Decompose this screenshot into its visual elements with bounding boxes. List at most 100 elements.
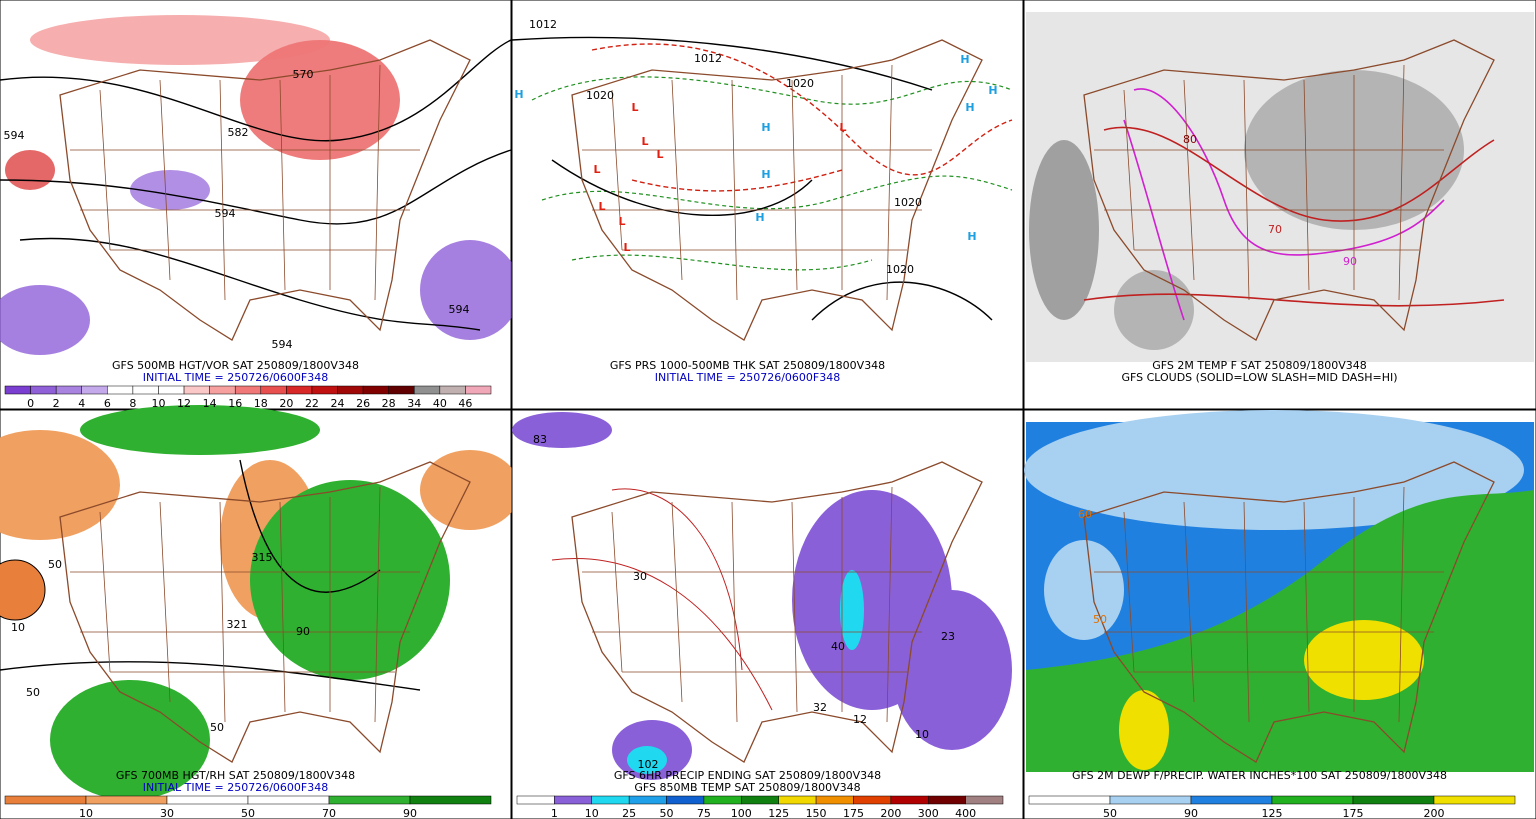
caption: GFS 700MB HGT/RH SAT 250809/1800V348 — [116, 769, 355, 782]
map-label: 1012 — [694, 52, 722, 65]
moist-area — [250, 480, 450, 680]
colorbar-swatch — [516, 795, 555, 805]
colorbar-label: 75 — [697, 807, 711, 819]
water-area — [1119, 690, 1169, 770]
colorbar-swatch — [166, 795, 249, 805]
colorbar-label: 4 — [78, 397, 85, 410]
water-area — [1044, 540, 1124, 640]
colorbar-label: 125 — [768, 807, 789, 819]
moist-area — [80, 405, 320, 455]
caption: GFS 850MB TEMP SAT 250809/1800V348 — [634, 781, 860, 794]
colorbar-swatch — [890, 795, 929, 805]
colorbar-swatch — [591, 795, 630, 805]
map-label: 594 — [272, 338, 293, 351]
colorbar-swatch — [30, 385, 57, 395]
panel-temperature — [1023, 0, 1536, 410]
vorticity-area — [0, 285, 90, 355]
map-label: 50 — [26, 686, 40, 699]
colorbar-swatch — [853, 795, 892, 805]
colorbar-swatch — [362, 385, 389, 395]
colorbar-label: 24 — [331, 397, 345, 410]
colorbar-label: 8 — [129, 397, 136, 410]
colorbar-swatch — [741, 795, 779, 805]
colorbar-swatch — [388, 385, 415, 395]
colorbar-label: 300 — [918, 807, 939, 819]
panel-humidity — [0, 405, 520, 819]
vorticity-area — [130, 170, 210, 210]
colorbar-label: 50 — [241, 807, 255, 819]
colorbar-swatch — [158, 385, 185, 395]
dry-area — [0, 559, 46, 621]
colorbar-swatch — [328, 795, 411, 805]
map-label: L — [618, 215, 625, 228]
map-label: 40 — [831, 640, 845, 653]
colorbar-swatch — [209, 385, 236, 395]
panel-frame — [511, 0, 1024, 410]
colorbar-swatch — [965, 795, 1004, 805]
precip-area — [840, 570, 864, 650]
map-label: 594 — [4, 129, 25, 142]
map-label: H — [967, 230, 976, 243]
colorbar-label: 20 — [279, 397, 293, 410]
map-label: 90 — [296, 625, 310, 638]
colorbar-label: 14 — [203, 397, 217, 410]
map-label: H — [960, 53, 969, 66]
map-label: L — [641, 135, 648, 148]
colorbar-label: 6 — [104, 397, 111, 410]
map-label: 1020 — [786, 77, 814, 90]
colorbar-label: 90 — [1184, 807, 1198, 819]
map-label: L — [656, 148, 663, 161]
colorbar-label: 100 — [731, 807, 752, 819]
colorbar-label: 25 — [622, 807, 636, 819]
map-label: L — [839, 121, 846, 134]
colorbar-label: 200 — [1424, 807, 1445, 819]
colorbar-swatch — [1190, 795, 1273, 805]
map-label: 570 — [293, 68, 314, 81]
colorbar-label: 10 — [585, 807, 599, 819]
map-label: 10 — [11, 621, 25, 634]
colorbar-swatch — [1028, 795, 1111, 805]
caption: GFS 6HR PRECIP ENDING SAT 250809/1800V34… — [614, 769, 881, 782]
map-label: 23 — [941, 630, 955, 643]
caption: GFS CLOUDS (SOLID=LOW SLASH=MID DASH=HI) — [1121, 371, 1397, 384]
map-label: H — [514, 88, 523, 101]
colorbar-swatch — [409, 795, 492, 805]
colorbar-swatch — [554, 795, 593, 805]
colorbar-label: 16 — [228, 397, 242, 410]
colorbar-swatch — [337, 385, 364, 395]
thickness-contour — [531, 76, 1013, 271]
map-label: 50 — [210, 721, 224, 734]
map-label: H — [761, 168, 770, 181]
panel-dewpoint — [1023, 409, 1536, 819]
colorbar-label: 90 — [403, 807, 417, 819]
precip-area — [892, 590, 1012, 750]
map-label: L — [593, 163, 600, 176]
colorbar-swatch — [628, 795, 667, 805]
panel-thickness — [511, 0, 1024, 410]
colorbar-label: 70 — [322, 807, 336, 819]
low-cloud — [1114, 270, 1194, 350]
caption: GFS 2M DEWP F/PRECIP. WATER INCHES*100 S… — [1072, 769, 1447, 782]
height-contour — [0, 459, 421, 691]
colorbar-swatch — [85, 795, 168, 805]
map-label: H — [988, 84, 997, 97]
map-label: 80 — [1183, 133, 1197, 146]
panel-precipitation — [511, 409, 1024, 819]
colorbar-swatch — [815, 795, 854, 805]
map-label: 70 — [1268, 223, 1282, 236]
colorbar-swatch — [183, 385, 210, 395]
colorbar-label: 30 — [160, 807, 174, 819]
map-label: 10 — [915, 728, 929, 741]
caption: INITIAL TIME = 250726/0600F348 — [655, 371, 840, 384]
map-label: 594 — [215, 207, 236, 220]
map-label: 1020 — [886, 263, 914, 276]
map-label: 102 — [638, 758, 659, 771]
vorticity-area — [5, 150, 55, 190]
colorbar-swatch — [286, 385, 313, 395]
colorbar-label: 18 — [254, 397, 268, 410]
colorbar-swatch — [778, 795, 817, 805]
colorbar-swatch — [1271, 795, 1354, 805]
colorbar-swatch — [927, 795, 966, 805]
colorbar-label: 12 — [177, 397, 191, 410]
